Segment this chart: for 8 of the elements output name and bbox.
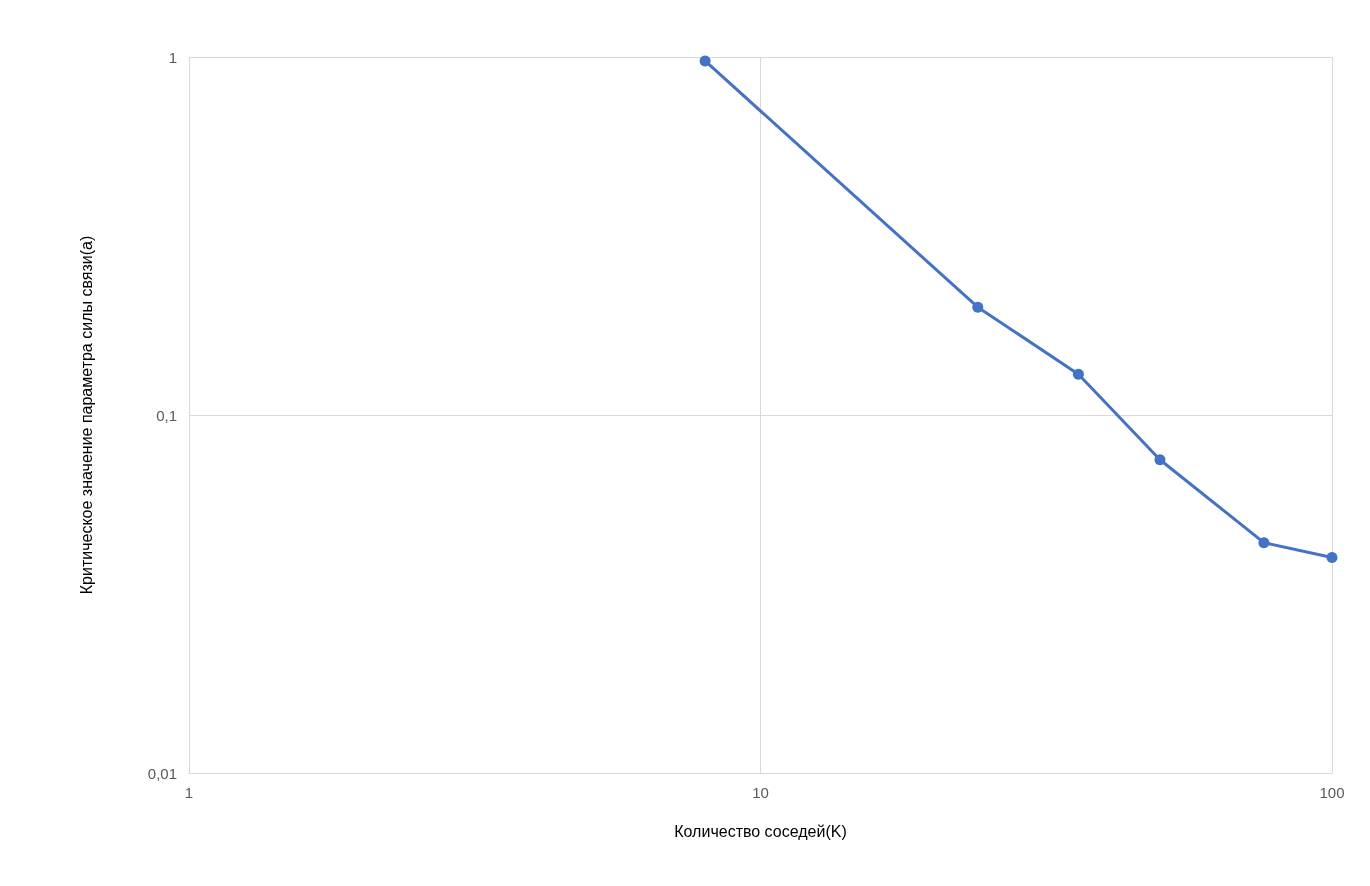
y-tick-label: 0,1	[156, 406, 177, 424]
y-tick-label: 0,01	[147, 764, 177, 782]
x-axis-title: Количество соседей(K)	[674, 822, 847, 840]
x-tick-label: 10	[752, 784, 769, 801]
y-axis-title: Критическое значение параметра силы связи(a)	[77, 235, 95, 595]
x-tick-label: 100	[1319, 784, 1345, 801]
x-tick-label: 1	[184, 784, 194, 801]
y-tick-label: 1	[168, 48, 177, 66]
